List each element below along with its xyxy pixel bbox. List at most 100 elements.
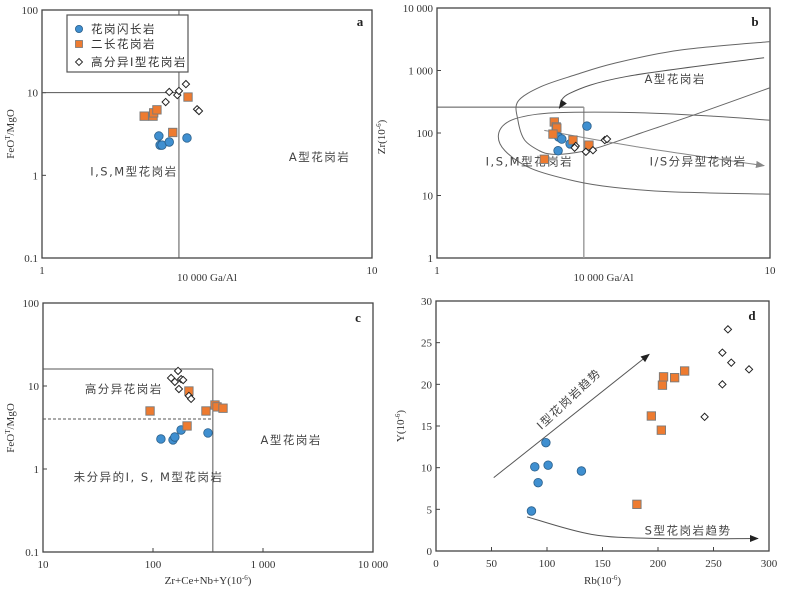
x-tick-label: 50 xyxy=(486,558,498,570)
series-diamond xyxy=(700,325,754,422)
data-point-circle xyxy=(576,466,587,476)
region-label: 未分异的I, S, M型花岗岩 xyxy=(74,470,224,484)
x-tick-label: 200 xyxy=(650,558,667,570)
panel-label: a xyxy=(357,14,364,29)
data-point-diamond xyxy=(726,358,736,367)
data-point-circle xyxy=(164,137,174,147)
x-tick-label: 10 xyxy=(367,265,379,277)
y-tick-label: 20 xyxy=(421,379,433,391)
trend-arrow xyxy=(526,516,759,543)
x-tick-label: 0 xyxy=(433,558,439,570)
data-point-circle xyxy=(526,506,537,516)
legend-label: 花岗闪长岩 xyxy=(91,22,156,36)
y-tick-label: 100 xyxy=(417,128,434,140)
series-diamond xyxy=(161,79,204,116)
data-point-diamond xyxy=(181,79,191,89)
data-point-diamond xyxy=(602,134,612,144)
y-tick-label: 0.1 xyxy=(24,253,38,265)
region-label: 高分异花岗岩 xyxy=(85,382,163,396)
y-tick-label: 5 xyxy=(427,504,433,516)
data-point-diamond xyxy=(186,394,196,404)
x-tick-label: 10 000 xyxy=(358,559,389,571)
panel-label: d xyxy=(748,308,756,323)
data-point-square xyxy=(152,105,162,115)
field-boundary-curve xyxy=(515,41,771,155)
series-circle xyxy=(526,437,587,516)
y-tick-label: 10 000 xyxy=(403,3,434,15)
x-axis-label: Rb(10-6) xyxy=(584,574,621,587)
panel-label: b xyxy=(751,14,758,29)
data-point-square xyxy=(646,411,656,421)
data-point-diamond xyxy=(164,87,174,97)
y-tick-label: 1 xyxy=(34,464,40,476)
series-diamond xyxy=(166,366,196,404)
legend-box xyxy=(66,14,189,73)
data-point-square xyxy=(584,140,594,150)
trend-arrow xyxy=(544,129,765,169)
data-point-circle xyxy=(203,428,213,438)
x-tick-label: 10 xyxy=(38,559,50,571)
region-label: A型花岗岩 xyxy=(261,433,322,447)
series-square xyxy=(139,92,193,138)
y-tick-label: 10 xyxy=(421,463,433,475)
data-point-square xyxy=(548,129,558,139)
legend-label: 高分异I型花岗岩 xyxy=(91,55,187,69)
data-point-diamond xyxy=(581,147,591,157)
trend-arrow xyxy=(558,57,765,109)
series-square xyxy=(145,386,228,431)
data-point-circle xyxy=(557,134,567,144)
data-point-circle xyxy=(533,477,543,488)
data-point-square xyxy=(658,372,669,382)
y-tick-label: 1 xyxy=(428,253,434,265)
series-square xyxy=(632,366,690,509)
x-axis-label: Zr+Ce+Nb+Y(10-6) xyxy=(165,574,252,587)
region-label: I/S分异型花岗岩 xyxy=(650,155,747,169)
y-tick-label: 25 xyxy=(421,338,433,350)
data-point-square xyxy=(657,380,668,390)
legend: 花岗闪长岩 二长花岗岩 高分异I型花岗岩 xyxy=(66,14,189,73)
y-axis-label: Y(10-6) xyxy=(394,410,407,442)
x-tick-label: 250 xyxy=(705,558,722,570)
data-point-diamond xyxy=(718,380,727,389)
data-point-square xyxy=(679,366,690,376)
x-tick-label: 100 xyxy=(539,558,556,570)
plot-frame xyxy=(41,9,373,259)
data-point-square xyxy=(183,92,193,102)
trend-arrow xyxy=(493,353,650,479)
x-tick-label: 1 xyxy=(434,265,440,277)
region-label: I,S,M型花岗岩 xyxy=(486,155,573,169)
x-tick-label: 150 xyxy=(594,558,611,570)
data-point-diamond xyxy=(161,97,170,107)
panel-d: 0 50 100 150 200 250 300 0 5 10 15 20 25 30 Rb(10-6) Y(… xyxy=(394,296,778,587)
y-tick-label: 15 xyxy=(421,421,433,433)
panel-c: 10 100 1 000 10 0000.1110100Zr+Ce+Nb+Y(10-6… xyxy=(4,298,389,587)
data-point-diamond xyxy=(718,348,727,357)
circle-marker-icon xyxy=(75,24,84,33)
data-point-circle xyxy=(156,434,166,444)
data-point-diamond xyxy=(588,145,598,155)
y-tick-label: 10 xyxy=(28,381,40,393)
data-point-circle xyxy=(582,121,592,131)
field-boundary-curve xyxy=(497,111,771,195)
data-point-diamond xyxy=(723,325,733,334)
y-tick-label: 10 xyxy=(422,191,434,203)
panel-b: 1 10 1 10 100 1 000 10 000 10 000 Ga/Al Zr(10-6)… xyxy=(375,3,776,284)
plot-frame xyxy=(435,300,770,552)
x-axis-label: 10 000 Ga/Al xyxy=(177,272,237,284)
y-axis-label: FeOT/MgO xyxy=(4,109,17,159)
data-point-circle xyxy=(541,437,551,448)
data-point-square xyxy=(145,406,155,416)
data-point-diamond xyxy=(570,143,579,153)
data-point-square xyxy=(182,421,192,431)
y-tick-label: 1 000 xyxy=(408,66,433,78)
data-point-square xyxy=(168,127,178,138)
data-point-diamond xyxy=(174,384,184,394)
data-point-circle xyxy=(543,460,553,470)
x-tick-label: 10 xyxy=(765,265,777,277)
x-tick-label: 300 xyxy=(761,558,778,570)
y-tick-label: 10 xyxy=(27,88,39,100)
series-diamond xyxy=(570,134,612,157)
data-point-square xyxy=(632,499,642,509)
y-tick-label: 1 xyxy=(33,170,39,182)
